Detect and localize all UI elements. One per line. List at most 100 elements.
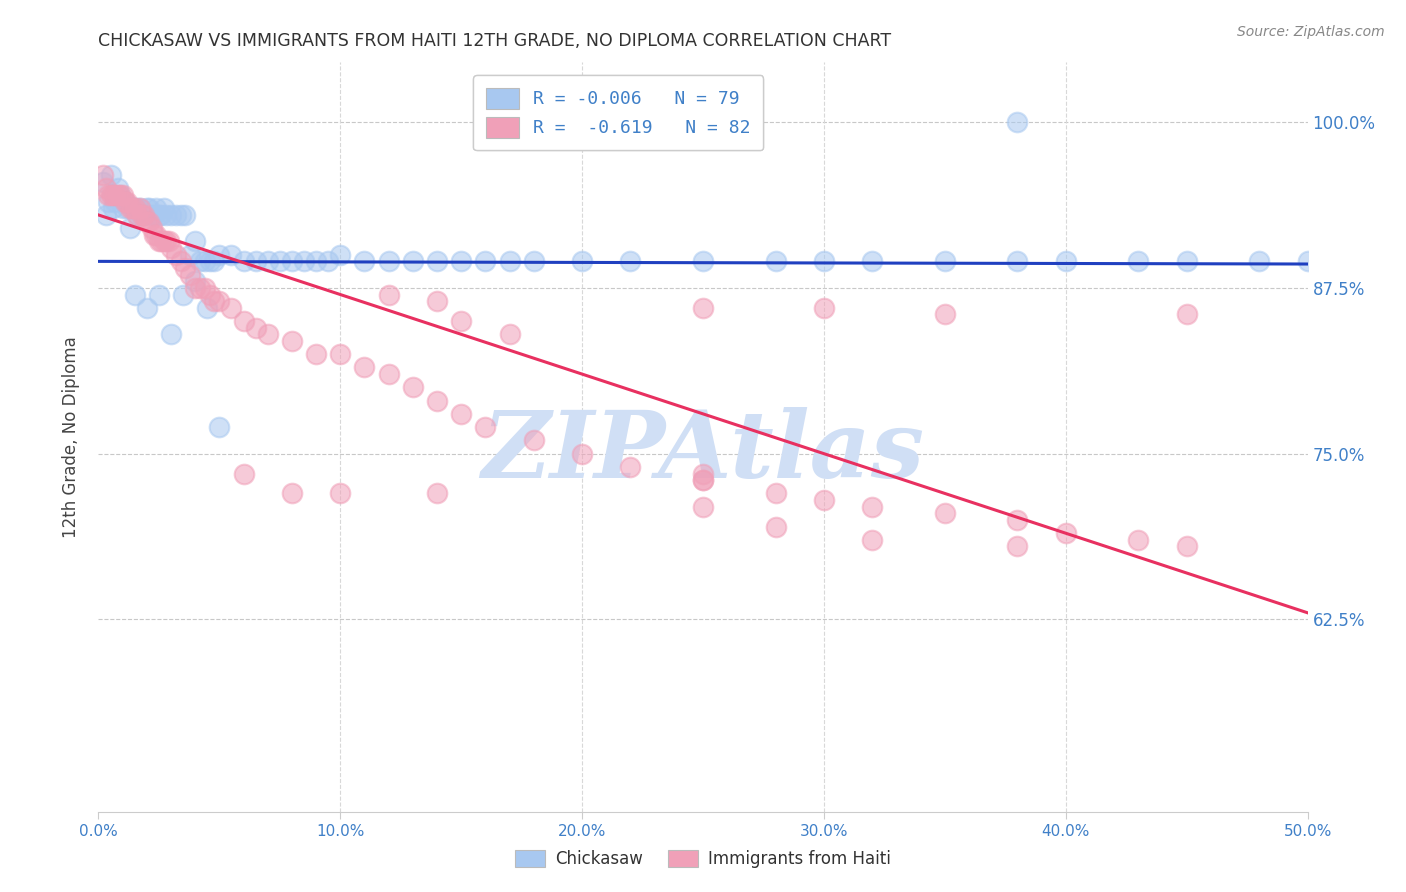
Point <box>179 268 201 282</box>
Point <box>1007 540 1029 554</box>
Point <box>208 248 231 262</box>
Point <box>134 208 156 222</box>
Point <box>232 467 254 481</box>
Point <box>121 202 143 216</box>
Point <box>104 188 127 202</box>
Point <box>474 254 496 268</box>
Point <box>353 360 375 375</box>
Y-axis label: 12th Grade, No Diploma: 12th Grade, No Diploma <box>62 336 80 538</box>
Point <box>179 248 201 262</box>
Point <box>329 486 352 500</box>
Point <box>1007 115 1029 129</box>
Point <box>221 301 243 315</box>
Point <box>121 202 143 216</box>
Point <box>124 202 146 216</box>
Point <box>305 254 328 268</box>
Point <box>256 254 278 268</box>
Point <box>101 202 124 216</box>
Point <box>91 175 114 189</box>
Point <box>692 500 714 514</box>
Point <box>377 287 399 301</box>
Point <box>141 208 163 222</box>
Point <box>498 327 520 342</box>
Point <box>100 168 122 182</box>
Point <box>402 254 425 268</box>
Point <box>316 254 339 268</box>
Point <box>124 202 146 216</box>
Point <box>450 254 472 268</box>
Point <box>128 202 150 216</box>
Point <box>143 227 166 242</box>
Point <box>1175 540 1198 554</box>
Point <box>450 407 472 421</box>
Point <box>148 287 170 301</box>
Point <box>619 459 641 474</box>
Legend: Chickasaw, Immigrants from Haiti: Chickasaw, Immigrants from Haiti <box>509 843 897 875</box>
Point <box>118 202 141 216</box>
Point <box>1175 254 1198 268</box>
Point <box>174 260 197 275</box>
Point <box>118 221 141 235</box>
Point <box>426 486 449 500</box>
Point <box>152 202 174 216</box>
Point <box>256 327 278 342</box>
Point <box>934 254 956 268</box>
Point <box>155 208 177 222</box>
Legend: R = -0.006   N = 79, R =  -0.619   N = 82: R = -0.006 N = 79, R = -0.619 N = 82 <box>474 75 763 151</box>
Point <box>498 254 520 268</box>
Point <box>765 486 787 500</box>
Point <box>692 467 714 481</box>
Point <box>692 254 714 268</box>
Point <box>184 274 207 288</box>
Point <box>204 294 226 309</box>
Point <box>1128 254 1150 268</box>
Point <box>1007 254 1029 268</box>
Point <box>157 235 180 249</box>
Point <box>860 254 883 268</box>
Point <box>101 188 124 202</box>
Point <box>97 194 120 209</box>
Point <box>108 188 131 202</box>
Point <box>160 208 183 222</box>
Point <box>135 214 157 228</box>
Point <box>305 347 328 361</box>
Point <box>765 254 787 268</box>
Point <box>1054 254 1077 268</box>
Point <box>281 254 304 268</box>
Point <box>141 221 163 235</box>
Point <box>377 367 399 381</box>
Point <box>1128 533 1150 547</box>
Point <box>184 235 207 249</box>
Point <box>117 202 139 216</box>
Point <box>145 227 167 242</box>
Point <box>292 254 315 268</box>
Text: CHICKASAW VS IMMIGRANTS FROM HAITI 12TH GRADE, NO DIPLOMA CORRELATION CHART: CHICKASAW VS IMMIGRANTS FROM HAITI 12TH … <box>98 32 891 50</box>
Point <box>198 254 221 268</box>
Point <box>329 347 352 361</box>
Point <box>108 188 131 202</box>
Point <box>111 188 134 202</box>
Point <box>97 188 120 202</box>
Point <box>198 287 221 301</box>
Point <box>402 380 425 394</box>
Point <box>152 235 174 249</box>
Point <box>377 254 399 268</box>
Point <box>194 281 217 295</box>
Point <box>94 208 117 222</box>
Point <box>245 254 267 268</box>
Point <box>114 194 136 209</box>
Point <box>619 254 641 268</box>
Point <box>194 254 217 268</box>
Point <box>150 208 173 222</box>
Point <box>232 314 254 328</box>
Point <box>765 519 787 533</box>
Point <box>208 420 231 434</box>
Point <box>208 294 231 309</box>
Point <box>474 420 496 434</box>
Point <box>131 208 153 222</box>
Point <box>117 194 139 209</box>
Point <box>813 493 835 508</box>
Point <box>165 248 187 262</box>
Point <box>571 447 593 461</box>
Point <box>353 254 375 268</box>
